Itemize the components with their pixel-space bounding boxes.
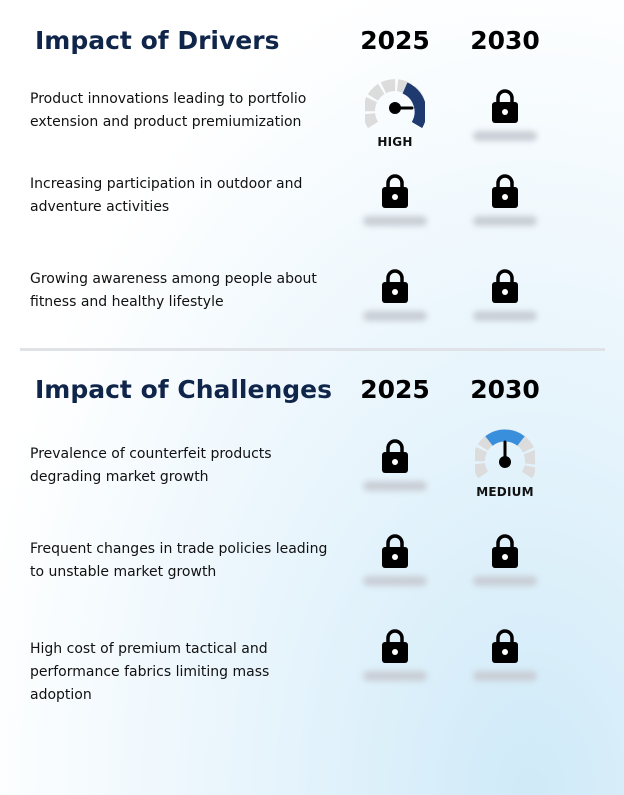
lock-icon	[382, 269, 408, 303]
lock-icon	[492, 629, 518, 663]
challenges-title: Impact of Challenges	[35, 375, 332, 404]
driver-row-1-2025-cell: HIGH	[355, 78, 435, 158]
driver-row-1-2030-cell	[465, 88, 545, 168]
locked-value-placeholder	[363, 481, 427, 491]
driver-row-text: Product innovations leading to portfolio…	[30, 91, 307, 130]
locked-value-placeholder	[363, 576, 427, 586]
challenge-row-1-2025-cell	[355, 438, 435, 518]
lock-icon	[492, 269, 518, 303]
challenge-row-1-2030-cell: MEDIUM	[465, 428, 545, 508]
driver-row-3-2025-cell	[355, 268, 435, 348]
gauge-high-icon	[363, 78, 427, 138]
driver-row-text: Growing awareness among people about fit…	[30, 271, 317, 310]
locked-value-placeholder	[363, 216, 427, 226]
challenge-row-2-2030-cell	[465, 533, 545, 613]
challenge-row-3-2030-cell	[465, 628, 545, 708]
locked-value-placeholder	[473, 671, 537, 681]
drivers-year-2030: 2030	[470, 26, 540, 55]
challenge-row-3-2025-cell	[355, 628, 435, 708]
drivers-title: Impact of Drivers	[35, 26, 280, 55]
lock-icon	[492, 89, 518, 123]
gauge-medium-icon	[473, 428, 537, 488]
locked-value-placeholder	[473, 216, 537, 226]
locked-value-placeholder	[363, 671, 427, 681]
locked-value-placeholder	[473, 131, 537, 141]
challenge-row-text: Prevalence of counterfeit products degra…	[30, 446, 272, 485]
lock-icon	[382, 174, 408, 208]
locked-value-placeholder	[473, 576, 537, 586]
lock-icon	[382, 534, 408, 568]
challenges-year-2030: 2030	[470, 375, 540, 404]
locked-value-placeholder	[473, 311, 537, 321]
gauge-label: MEDIUM	[476, 485, 534, 499]
drivers-year-2025: 2025	[360, 26, 430, 55]
driver-row-3-2030-cell	[465, 268, 545, 348]
challenge-row-text: High cost of premium tactical and perfor…	[30, 641, 270, 703]
driver-row-2-2030-cell	[465, 173, 545, 253]
section-divider	[20, 348, 605, 351]
driver-row-text: Increasing participation in outdoor and …	[30, 176, 303, 215]
gauge-label: HIGH	[377, 135, 413, 149]
challenge-row-2-2025-cell	[355, 533, 435, 613]
lock-icon	[492, 174, 518, 208]
lock-icon	[382, 439, 408, 473]
challenges-year-2025: 2025	[360, 375, 430, 404]
lock-icon	[492, 534, 518, 568]
challenge-row-text: Frequent changes in trade policies leadi…	[30, 541, 328, 580]
lock-icon	[382, 629, 408, 663]
locked-value-placeholder	[363, 311, 427, 321]
driver-row-2-2025-cell	[355, 173, 435, 253]
